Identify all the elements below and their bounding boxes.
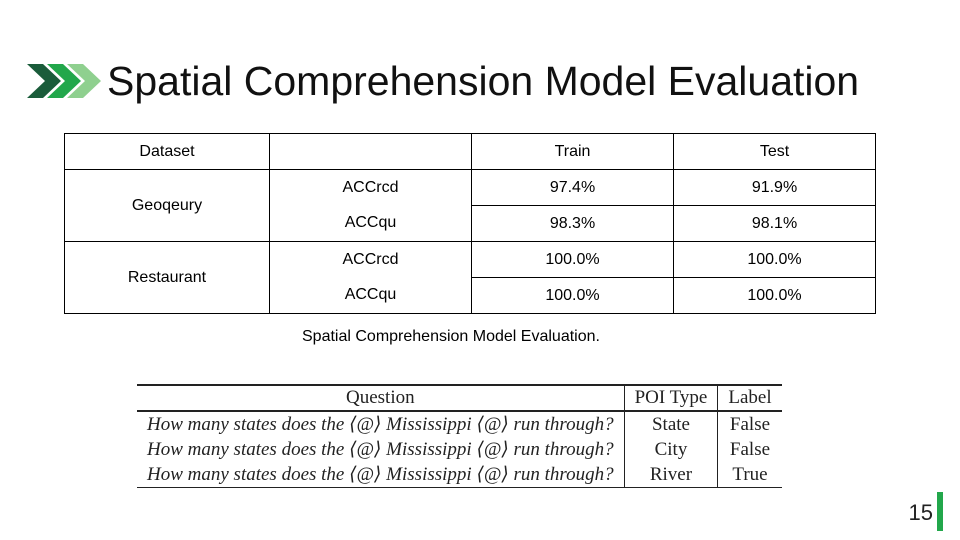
table-row: Restaurant ACCrcd 100.0% 100.0% [64, 241, 876, 314]
table-row: How many states does the ⟨@⟩ Mississippi… [137, 437, 782, 462]
examples-table: Question POI Type Label How many states … [137, 384, 782, 488]
table-row: Geoqeury ACCrcd 97.4% 91.9% [64, 169, 876, 242]
header-label: Label [717, 384, 782, 412]
header-metric [269, 133, 472, 170]
header-poi-type: POI Type [623, 384, 718, 412]
question-cell: How many states does the ⟨@⟩ Mississippi… [147, 439, 614, 460]
test-cell: 98.1% [673, 205, 876, 242]
dataset-cell: Restaurant [64, 241, 270, 314]
test-cell: 100.0% [673, 277, 876, 314]
metric-cell: ACCrcd [269, 241, 472, 278]
table-row: How many states does the ⟨@⟩ Mississippi… [137, 411, 782, 437]
header-test: Test [673, 133, 876, 170]
header-question: Question [137, 384, 625, 412]
train-cell: 97.4% [471, 169, 674, 206]
header-train: Train [471, 133, 674, 170]
examples-header-row: Question POI Type Label [137, 384, 782, 412]
label-cell: True [717, 462, 782, 488]
header-dataset: Dataset [64, 133, 270, 170]
train-cell: 98.3% [471, 205, 674, 242]
question-cell: How many states does the ⟨@⟩ Mississippi… [147, 414, 614, 435]
table-row: How many states does the ⟨@⟩ Mississippi… [137, 462, 782, 488]
dataset-cell: Geoqeury [64, 169, 270, 242]
metric-cell: ACCqu [269, 205, 472, 242]
accent-bar [937, 492, 943, 531]
test-cell: 91.9% [673, 169, 876, 206]
poi-type-cell: State [623, 411, 718, 437]
test-cell: 100.0% [673, 241, 876, 278]
table-row: ACCqu 100.0% 100.0% [65, 277, 876, 314]
label-cell: False [717, 437, 782, 462]
metric-cell: ACCrcd [269, 169, 472, 206]
poi-type-cell: River [623, 462, 718, 488]
slide-title: Spatial Comprehension Model Evaluation [107, 58, 860, 104]
table-caption: Spatial Comprehension Model Evaluation. [302, 328, 600, 345]
question-cell: How many states does the ⟨@⟩ Mississippi… [137, 462, 625, 488]
page-number: 15 [908, 500, 933, 525]
train-cell: 100.0% [471, 241, 674, 278]
train-cell: 100.0% [471, 277, 674, 314]
table-row: ACCqu 98.3% 98.1% [65, 205, 876, 242]
poi-type-cell: City [623, 437, 718, 462]
chevron-arrows-icon [27, 64, 101, 98]
results-header-row: Dataset Train Test [64, 133, 876, 170]
label-cell: False [717, 411, 782, 437]
metric-cell: ACCqu [269, 277, 472, 314]
results-table: Dataset Train Test Geoqeury ACCrcd 97.4%… [64, 133, 876, 314]
